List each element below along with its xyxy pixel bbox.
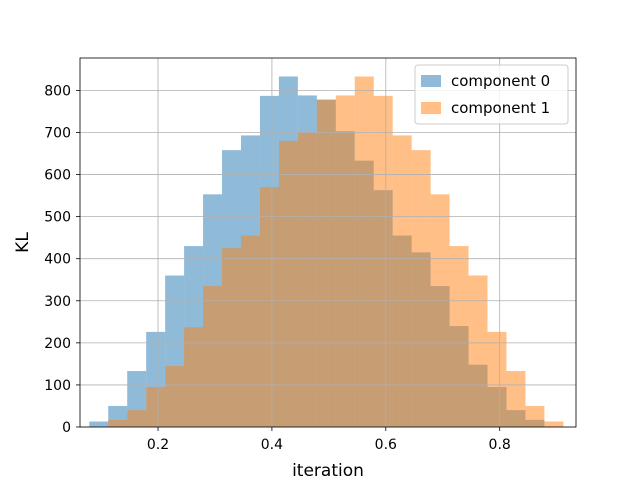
histogram-bar-series-1 xyxy=(506,371,526,427)
legend-swatch-series-0 xyxy=(421,75,441,87)
histogram-bar-series-1 xyxy=(108,419,128,427)
legend-swatch-series-1 xyxy=(421,102,441,114)
y-tick-label: 100 xyxy=(44,378,71,394)
x-tick-label: 0.4 xyxy=(261,437,283,453)
histogram-bar-series-1 xyxy=(146,387,166,427)
histogram-bar-series-1 xyxy=(240,235,260,427)
legend-box xyxy=(414,64,569,125)
histogram-bar-series-1 xyxy=(316,99,336,427)
histogram-bar-series-1 xyxy=(430,194,450,427)
x-tick-label: 0.8 xyxy=(489,437,511,453)
axes-frame xyxy=(79,57,577,428)
histogram-bar-series-1 xyxy=(278,140,298,428)
histogram-bar-series-1 xyxy=(203,286,223,427)
histogram-bar-series-1 xyxy=(449,246,469,427)
histogram-bar-series-1 xyxy=(392,135,412,428)
y-axis-label: KL xyxy=(13,232,33,253)
y-tick-label: 800 xyxy=(44,83,71,99)
legend-label-series-1: component 1 xyxy=(451,99,550,117)
y-tick-label: 0 xyxy=(62,420,71,436)
y-tick-label: 600 xyxy=(44,168,71,184)
histogram-bar-series-1 xyxy=(127,410,147,427)
histogram-bar-series-1 xyxy=(411,150,431,427)
histogram-bar-series-1 xyxy=(544,421,564,427)
histogram-bar-series-1 xyxy=(354,76,374,427)
histogram-bar-series-1 xyxy=(487,331,507,427)
y-tick-label: 300 xyxy=(44,294,71,310)
histogram-bar-series-0 xyxy=(89,421,109,427)
histogram-bar-series-1 xyxy=(259,187,279,427)
x-axis-label: iteration xyxy=(292,461,364,480)
legend-label-series-0: component 0 xyxy=(451,72,550,90)
histogram-bar-series-1 xyxy=(222,248,241,427)
histogram-bar-series-1 xyxy=(297,132,317,427)
histogram-bar-series-1 xyxy=(373,95,393,427)
histogram-bar-series-1 xyxy=(335,95,355,428)
histogram-bar-series-1 xyxy=(184,327,204,427)
y-tick-label: 200 xyxy=(44,336,71,352)
y-tick-label: 400 xyxy=(44,252,71,268)
x-tick-label: 0.2 xyxy=(147,437,169,453)
histogram-bar-series-1 xyxy=(468,275,488,427)
histogram-bar-series-1 xyxy=(525,405,545,427)
y-tick-label: 500 xyxy=(44,210,71,226)
histogram-bar-series-1 xyxy=(165,365,185,427)
x-tick-label: 0.6 xyxy=(375,437,397,453)
y-tick-label: 700 xyxy=(44,125,71,141)
